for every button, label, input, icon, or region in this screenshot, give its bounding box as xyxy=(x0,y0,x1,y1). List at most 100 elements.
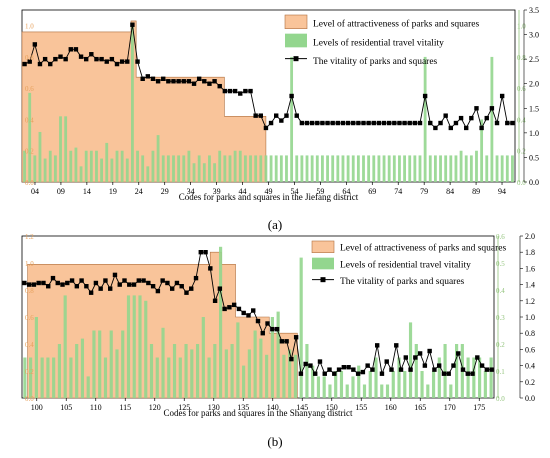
vitality-marker xyxy=(422,363,428,368)
vitality-bar xyxy=(500,155,504,182)
vitality-marker xyxy=(412,120,418,126)
vitality-bar xyxy=(184,344,188,398)
vitality-bar xyxy=(408,322,413,398)
vitality-marker xyxy=(279,339,285,344)
vitality-bar xyxy=(53,155,57,182)
middle-axis-tick-label: 0.6 xyxy=(496,233,505,241)
vitality-bar xyxy=(115,349,119,398)
vitality-bar xyxy=(192,163,196,182)
legend-label-area: Level of attractiveness of parks and squ… xyxy=(340,243,506,254)
left-axis-tick-label: 0.4 xyxy=(25,116,34,124)
vitality-marker xyxy=(31,282,37,287)
vitality-marker xyxy=(150,284,156,289)
vitality-marker xyxy=(381,120,387,126)
vitality-marker xyxy=(248,88,253,94)
vitality-marker xyxy=(231,302,237,308)
vitality-bar xyxy=(455,344,459,398)
middle-axis-tick-label: 0.8 xyxy=(517,54,526,62)
vitality-bar xyxy=(95,150,98,182)
right-axis-tick-label: 0.6 xyxy=(525,345,535,354)
vitality-bar xyxy=(151,150,155,182)
middle-axis-tick-label: 0.0 xyxy=(517,179,526,187)
vitality-marker xyxy=(135,59,140,64)
vitality-marker xyxy=(241,310,246,316)
vitality-marker xyxy=(196,76,202,81)
legend-swatch-bars xyxy=(285,33,307,48)
vitality-marker xyxy=(484,115,489,121)
vitality-bar xyxy=(38,131,42,182)
legend-label-bars: Levels of residential travel vitality xyxy=(340,259,471,270)
vitality-bar xyxy=(279,155,283,182)
middle-axis-tick-label: 0.2 xyxy=(496,341,505,349)
vitality-bar xyxy=(466,357,470,398)
vitality-bar xyxy=(285,155,288,182)
vitality-marker xyxy=(441,371,447,376)
vitality-bar xyxy=(126,295,131,398)
vitality-marker xyxy=(22,61,27,67)
vitality-bar xyxy=(387,155,391,182)
vitality-bar xyxy=(310,155,314,182)
vitality-bar xyxy=(224,349,228,398)
vitality-marker xyxy=(78,54,84,59)
vitality-bar xyxy=(357,365,361,398)
vitality-marker xyxy=(117,282,122,287)
left-axis-tick-label: 0.6 xyxy=(25,314,34,322)
vitality-marker xyxy=(94,56,99,62)
vitality-marker xyxy=(345,120,351,126)
vitality-marker xyxy=(74,284,80,289)
vitality-bar xyxy=(167,357,171,398)
legend-swatch-area xyxy=(284,14,308,29)
vitality-bar xyxy=(130,22,134,182)
vitality-marker xyxy=(83,56,89,62)
vitality-marker xyxy=(355,371,361,376)
vitality-marker xyxy=(464,125,469,131)
vitality-marker xyxy=(202,79,207,84)
left-axis-tick-label: 0.2 xyxy=(25,148,34,156)
vitality-marker xyxy=(304,120,310,126)
vitality-bar xyxy=(166,155,170,182)
vitality-marker xyxy=(325,120,330,126)
vitality-marker xyxy=(222,88,228,94)
vitality-bar xyxy=(46,357,50,398)
legend-label-line: The vitality of parks and squares xyxy=(340,276,465,287)
vitality-bar xyxy=(89,150,93,182)
vitality-bar xyxy=(75,344,79,398)
x-tick-label: 150 xyxy=(326,403,338,412)
vitality-bar xyxy=(367,155,371,182)
vitality-bar xyxy=(136,150,139,182)
vitality-bar xyxy=(100,158,104,182)
left-axis-tick-label: 0.4 xyxy=(25,341,34,349)
right-axis-tick-label: 3.5 xyxy=(529,6,539,15)
x-tick-label: 79 xyxy=(420,187,428,196)
vitality-marker xyxy=(141,278,146,283)
vitality-marker xyxy=(179,284,184,289)
vitality-marker xyxy=(303,361,308,367)
x-tick-label: 140 xyxy=(267,403,279,412)
vitality-marker xyxy=(41,280,46,286)
vitality-bar xyxy=(59,116,62,182)
vitality-bar xyxy=(84,150,88,182)
vitality-marker xyxy=(274,113,279,118)
vitality-marker xyxy=(298,371,304,376)
right-axis-tick-label: 1.0 xyxy=(525,313,535,322)
vitality-marker xyxy=(112,272,118,278)
x-tick-label: 175 xyxy=(473,403,485,412)
vitality-bar xyxy=(69,357,73,398)
vitality-bar xyxy=(182,155,186,182)
vitality-marker xyxy=(136,278,142,283)
vitality-marker xyxy=(207,81,212,86)
vitality-bar xyxy=(398,155,401,182)
vitality-marker xyxy=(36,280,41,286)
vitality-marker xyxy=(26,282,32,287)
x-tick-label: 89 xyxy=(472,187,480,196)
vitality-bar xyxy=(103,357,108,398)
vitality-marker xyxy=(376,120,382,126)
vitality-marker xyxy=(458,115,464,121)
vitality-marker xyxy=(392,120,397,126)
vitality-bar xyxy=(63,295,67,398)
vitality-bar xyxy=(202,163,206,182)
vitality-marker xyxy=(499,93,505,99)
x-tick-label: 125 xyxy=(178,403,190,412)
vitality-marker xyxy=(42,56,48,62)
